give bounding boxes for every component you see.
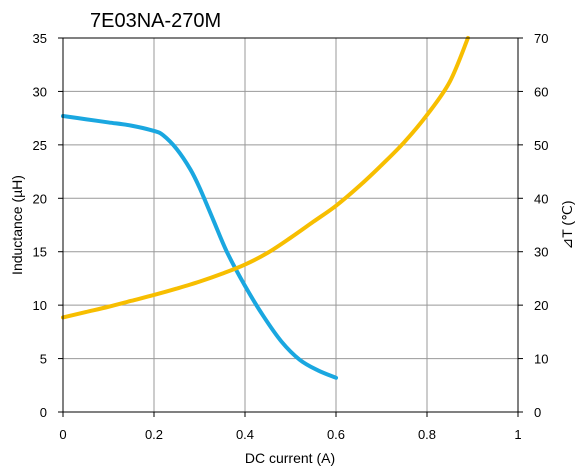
y-right-tick-label: 0 [534, 405, 541, 420]
x-tick-label: 1 [514, 427, 521, 442]
y-right-tick-label: 50 [534, 138, 548, 153]
y-left-tick-label: 15 [33, 245, 47, 260]
y-left-tick-label: 35 [33, 31, 47, 46]
y-right-tick-label: 70 [534, 31, 548, 46]
y-left-tick-label: 0 [40, 405, 47, 420]
y-left-tick-label: 5 [40, 352, 47, 367]
tick-labels: 0 0.2 0.4 0.6 0.8 105101520253035010203040506… [33, 31, 549, 442]
y-right-axis-label: ⊿T (℃) [559, 201, 575, 250]
x-tick-label: 0 [59, 427, 66, 442]
series-group [61, 36, 470, 380]
y-left-axis-label: Inductance (µH) [9, 175, 25, 275]
x-tick-label: 0.4 [236, 427, 254, 442]
y-left-tick-label: 25 [33, 138, 47, 153]
y-right-tick-label: 30 [534, 245, 548, 260]
y-right-tick-label: 10 [534, 352, 548, 367]
temperature-rise-curve [61, 36, 470, 320]
y-right-tick-label: 60 [534, 84, 548, 99]
chart-title: 7E03NA-270M [90, 10, 221, 32]
x-tick-label: 0.6 [327, 427, 345, 442]
y-left-tick-label: 10 [33, 298, 47, 313]
x-axis-label: DC current (A) [245, 450, 335, 466]
y-left-tick-label: 20 [33, 191, 47, 206]
gridlines [58, 37, 523, 417]
y-left-tick-label: 30 [33, 84, 47, 99]
x-tick-label: 0.2 [145, 427, 163, 442]
y-right-tick-label: 40 [534, 191, 548, 206]
inductance-curve [61, 114, 338, 380]
plot-frame [62, 37, 519, 413]
y-right-tick-label: 20 [534, 298, 548, 313]
x-tick-label: 0.8 [418, 427, 436, 442]
